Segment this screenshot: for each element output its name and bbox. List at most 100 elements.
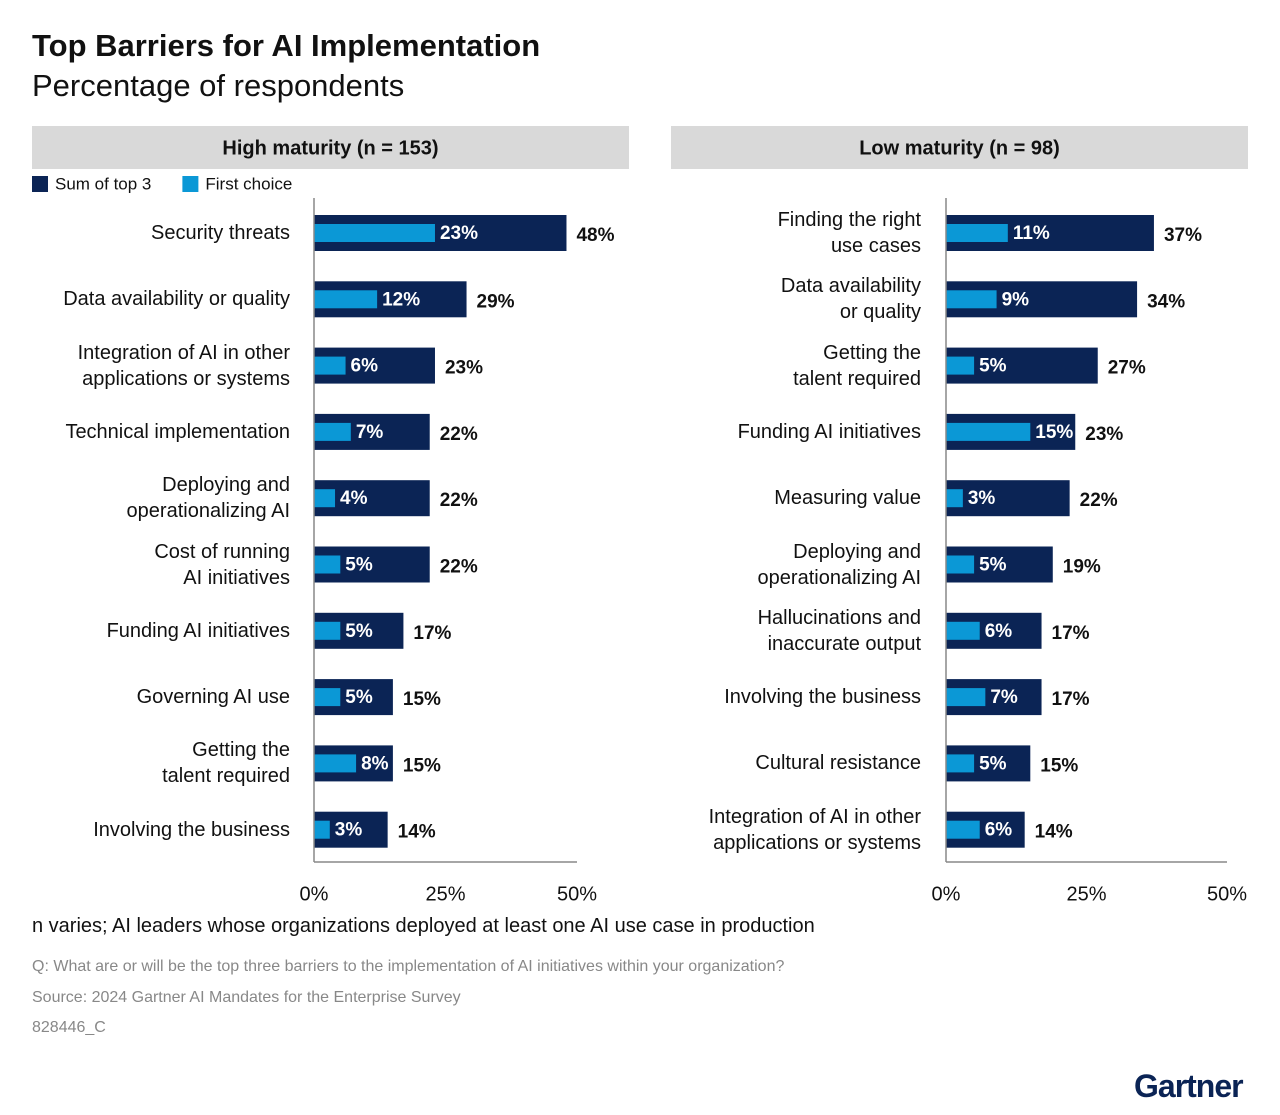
value-label-first: 6% — [985, 621, 1013, 642]
value-label-first: 5% — [345, 687, 373, 708]
bar-first — [946, 356, 975, 375]
value-label-first: 7% — [356, 422, 384, 443]
category-label: Data availability or quality — [780, 275, 921, 324]
category-label: Integration of AI in other applications … — [708, 805, 921, 854]
value-label-total: 34% — [1147, 291, 1185, 312]
value-label-total: 17% — [1052, 623, 1090, 644]
value-label-total: 22% — [440, 557, 478, 578]
value-label-total: 48% — [576, 225, 614, 246]
category-label: Funding AI initiatives — [737, 420, 921, 443]
x-tick-label: 50% — [1207, 883, 1247, 905]
value-label-total: 19% — [1063, 557, 1101, 578]
category-label: Cost of running AI initiatives — [154, 540, 290, 589]
category-label: Deploying and operationalizing AI — [126, 474, 290, 523]
value-label-total: 22% — [440, 424, 478, 445]
source: Source: 2024 Gartner AI Mandates for the… — [32, 989, 461, 1006]
code: 828446_C — [32, 1019, 106, 1036]
panel-header — [32, 126, 629, 169]
value-label-first: 3% — [968, 488, 996, 509]
category-label: Getting the talent required — [793, 341, 921, 390]
value-label-total: 15% — [403, 755, 441, 776]
subtitle: Percentage of respondents — [32, 68, 405, 103]
value-label-first: 5% — [345, 555, 373, 576]
bar-first — [314, 820, 330, 839]
legend-label: Sum of top 3 — [55, 174, 151, 193]
bar-first — [314, 290, 378, 309]
legend-swatch — [182, 176, 199, 192]
category-label: Governing AI use — [136, 686, 290, 709]
value-label-total: 37% — [1164, 225, 1202, 246]
legend-label: First choice — [205, 174, 292, 193]
bar-total — [946, 480, 1070, 517]
category-label: Technical implementation — [65, 420, 290, 443]
bar-first — [314, 422, 351, 441]
category-label: Hallucinations and inaccurate output — [757, 606, 921, 655]
logo: Gartner — [1134, 1068, 1244, 1104]
bar-first — [946, 489, 963, 508]
value-label-first: 23% — [440, 223, 478, 244]
category-label: Data availability or quality — [63, 288, 290, 311]
value-label-first: 8% — [361, 753, 389, 774]
bar-first — [314, 688, 341, 707]
value-label-total: 22% — [1080, 490, 1118, 511]
title: Top Barriers for AI Implementation — [32, 28, 541, 63]
value-label-total: 17% — [413, 623, 451, 644]
value-label-first: 3% — [335, 820, 363, 841]
category-label: Involving the business — [724, 686, 921, 709]
value-label-first: 5% — [979, 753, 1007, 774]
bar-first — [314, 621, 341, 640]
value-label-total: 14% — [398, 822, 436, 843]
bar-first — [946, 224, 1008, 242]
bar-first — [314, 224, 435, 242]
value-label-first: 11% — [1013, 223, 1050, 244]
value-label-first: 6% — [985, 820, 1013, 841]
category-label: Involving the business — [93, 818, 290, 841]
value-label-first: 5% — [979, 356, 1007, 377]
category-label: Deploying and operationalizing AI — [757, 540, 921, 589]
bar-first — [946, 290, 997, 309]
value-label-first: 7% — [990, 687, 1018, 708]
value-label-total: 15% — [1040, 755, 1078, 776]
bar-first — [314, 555, 341, 574]
bar-first — [946, 688, 986, 707]
value-label-total: 27% — [1108, 358, 1146, 379]
category-label: Measuring value — [774, 487, 921, 510]
x-tick-label: 0% — [932, 883, 961, 905]
value-label-first: 9% — [1002, 289, 1030, 310]
bar-first — [946, 754, 975, 773]
category-label: Finding the right use cases — [777, 209, 921, 257]
bar-first — [314, 489, 336, 508]
category-label: Funding AI initiatives — [106, 619, 290, 642]
value-label-first: 15% — [1035, 422, 1073, 443]
legend-swatch — [32, 176, 48, 192]
x-tick-label: 0% — [300, 883, 329, 905]
category-label: Security threats — [151, 222, 290, 244]
value-label-total: 23% — [445, 358, 483, 379]
bar-first — [314, 754, 357, 773]
bar-first — [946, 555, 975, 574]
x-tick-label: 25% — [1066, 883, 1106, 905]
category-label: Getting the talent required — [162, 739, 290, 788]
bar-first — [946, 621, 980, 640]
category-label: Integration of AI in other applications … — [77, 341, 290, 390]
value-label-total: 22% — [440, 490, 478, 511]
value-label-total: 14% — [1035, 822, 1073, 843]
question: Q: What are or will be the top three bar… — [32, 958, 785, 975]
value-label-first: 12% — [382, 289, 420, 310]
bar-first — [946, 820, 980, 839]
panel-header — [671, 126, 1248, 169]
value-label-total: 29% — [477, 291, 515, 312]
note: n varies; AI leaders whose organizations… — [32, 915, 815, 937]
value-label-first: 5% — [979, 555, 1007, 576]
value-label-total: 23% — [1085, 424, 1123, 445]
value-label-total: 17% — [1052, 689, 1090, 710]
value-label-first: 4% — [340, 488, 368, 509]
x-tick-label: 50% — [557, 883, 597, 905]
x-tick-label: 25% — [425, 883, 465, 905]
value-label-first: 5% — [345, 621, 373, 642]
panel-title: Low maturity (n = 98) — [859, 137, 1060, 159]
category-label: Cultural resistance — [755, 752, 921, 775]
panel-title: High maturity (n = 153) — [222, 137, 438, 159]
